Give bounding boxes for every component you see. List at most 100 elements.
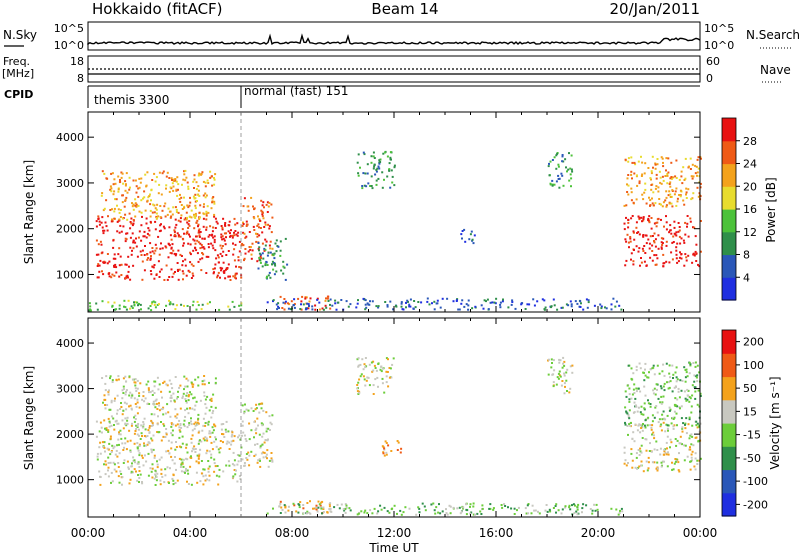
- heatmap-cell: [147, 388, 150, 391]
- heatmap-cell: [134, 198, 137, 201]
- heatmap-cell: [196, 300, 199, 303]
- colorbar-tick-label: -100: [743, 475, 768, 488]
- heatmap-cell: [133, 304, 136, 307]
- heatmap-cell: [217, 448, 220, 451]
- heatmap-cell: [117, 378, 120, 381]
- heatmap-cell: [101, 251, 104, 254]
- heatmap-cell: [129, 391, 132, 394]
- heatmap-cell: [256, 224, 259, 227]
- heatmap-cell: [634, 404, 637, 407]
- heatmap-cell: [662, 237, 665, 240]
- heatmap-cell: [211, 426, 214, 429]
- heatmap-cell: [125, 172, 128, 175]
- heatmap-cell: [138, 466, 141, 468]
- heatmap-cell: [197, 376, 200, 379]
- heatmap-cell: [98, 430, 101, 433]
- heatmap-cell: [502, 298, 504, 301]
- heatmap-cell: [205, 210, 208, 213]
- heatmap-cell: [141, 260, 144, 263]
- heatmap-cell: [111, 172, 114, 175]
- heatmap-cell: [636, 184, 639, 187]
- heatmap-cell: [113, 274, 116, 277]
- heatmap-cell: [110, 415, 113, 418]
- heatmap-cell: [135, 245, 138, 248]
- heatmap-cell: [437, 511, 440, 514]
- heatmap-cell: [381, 382, 384, 385]
- heatmap-cell: [195, 460, 198, 463]
- heatmap-cell: [321, 307, 324, 310]
- heatmap-cell: [243, 412, 246, 415]
- heatmap-cell: [271, 247, 274, 250]
- heatmap-cell: [107, 469, 109, 472]
- heatmap-cell: [633, 392, 636, 394]
- heatmap-cell: [160, 468, 163, 471]
- heatmap-cell: [194, 378, 197, 381]
- heatmap-cell: [237, 460, 240, 463]
- heatmap-cell: [205, 452, 208, 455]
- heatmap-cell: [166, 403, 169, 406]
- heatmap-cell: [383, 391, 386, 394]
- heatmap-cell: [150, 451, 153, 454]
- heatmap-cell: [122, 409, 125, 412]
- heatmap-cell: [158, 276, 161, 278]
- heatmap-cell: [371, 187, 374, 190]
- heatmap-cell: [208, 479, 211, 482]
- heatmap-cell: [112, 417, 115, 420]
- heatmap-cell: [449, 505, 452, 508]
- heatmap-cell: [674, 397, 677, 400]
- heatmap-cell: [233, 234, 236, 237]
- heatmap-cell: [564, 158, 567, 161]
- heatmap-cell: [267, 205, 270, 208]
- heatmap-cell: [110, 424, 113, 427]
- heatmap-cell: [553, 304, 556, 307]
- heatmap-cell: [196, 200, 198, 202]
- heatmap-cell: [628, 398, 631, 401]
- heatmap-cell: [105, 463, 108, 466]
- heatmap-cell: [639, 431, 642, 434]
- heatmap-cell: [160, 472, 163, 475]
- heatmap-cell: [228, 464, 231, 467]
- heatmap-cell: [579, 300, 582, 303]
- heatmap-cell: [691, 394, 694, 397]
- heatmap-cell: [626, 177, 629, 180]
- heatmap-cell: [186, 392, 189, 394]
- heatmap-cell: [257, 242, 260, 244]
- heatmap-cell: [113, 266, 116, 268]
- heatmap-cell: [178, 457, 181, 460]
- heatmap-cell: [635, 245, 638, 248]
- heatmap-cell: [174, 408, 177, 411]
- heatmap-cell: [671, 241, 674, 244]
- heatmap-cell: [636, 429, 639, 432]
- heatmap-cell: [119, 470, 122, 473]
- heatmap-cell: [420, 301, 423, 304]
- heatmap-cell: [666, 174, 669, 177]
- heatmap-cell: [428, 303, 431, 306]
- heatmap-cell: [99, 421, 102, 424]
- heatmap-cell: [251, 242, 254, 245]
- heatmap-cell: [391, 175, 394, 178]
- heatmap-cell: [97, 263, 100, 266]
- heatmap-cell: [258, 226, 260, 229]
- heatmap-cell: [645, 242, 648, 245]
- heatmap-cell: [218, 451, 221, 454]
- heatmap-cell: [387, 358, 389, 361]
- heatmap-cell: [141, 249, 144, 252]
- heatmap-cell: [561, 306, 564, 309]
- heatmap-cell: [184, 264, 187, 267]
- heatmap-cell: [218, 468, 221, 471]
- heatmap-cell: [637, 387, 640, 390]
- heatmap-cell: [256, 443, 259, 445]
- heatmap-cell: [558, 358, 561, 361]
- heatmap-cell: [202, 424, 205, 427]
- heatmap-cell: [675, 412, 678, 415]
- heatmap-cell: [185, 401, 188, 404]
- heatmap-cell: [211, 197, 214, 200]
- heatmap-cell: [138, 443, 141, 446]
- heatmap-cell: [408, 305, 411, 308]
- heatmap-cell: [185, 443, 188, 446]
- heatmap-cell: [665, 205, 668, 208]
- heatmap-cell: [171, 275, 174, 278]
- heatmap-cell: [667, 157, 670, 160]
- heatmap-cell: [228, 224, 231, 227]
- heatmap-cell: [165, 304, 168, 307]
